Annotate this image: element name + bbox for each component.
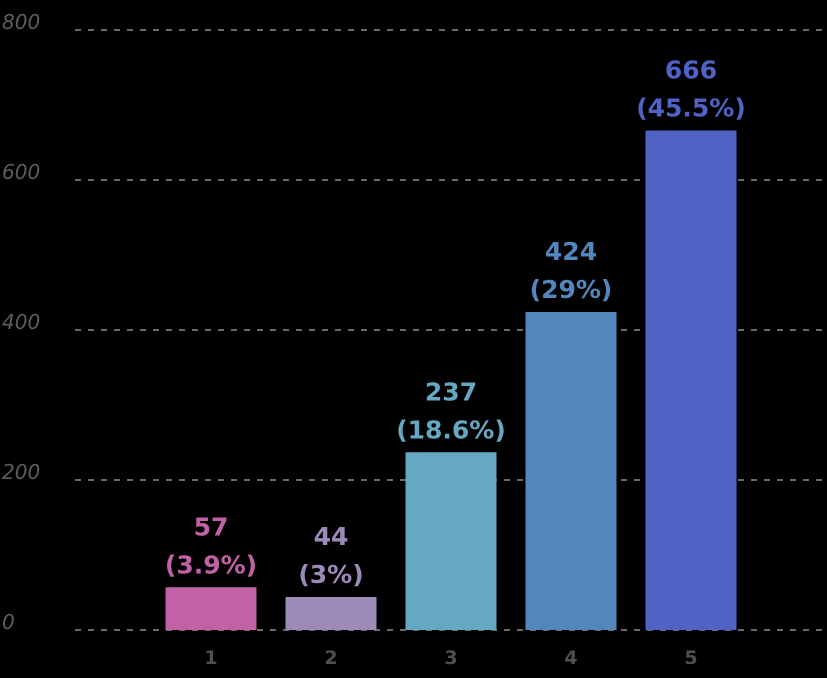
- bar-value-label: 424: [545, 237, 597, 266]
- x-tick-label: 4: [564, 647, 577, 669]
- bar-percent-label: (3.9%): [165, 550, 257, 579]
- x-tick-label: 2: [324, 647, 337, 669]
- bar-value-label: 237: [425, 377, 477, 406]
- y-tick-label: 800: [2, 10, 40, 34]
- bar-percent-label: (29%): [530, 275, 613, 304]
- bar-percent-label: (18.6%): [396, 415, 506, 444]
- bar-value-label: 44: [314, 522, 349, 551]
- bar-2: [285, 597, 377, 630]
- bar-value-label: 57: [194, 512, 229, 541]
- x-axis-ticks: 1 2 3 4 5: [204, 647, 697, 669]
- y-tick-label: 400: [2, 310, 40, 334]
- bar-percent-label: (3%): [298, 560, 363, 589]
- y-tick-label: 0: [2, 610, 15, 634]
- bar-1: [165, 587, 257, 630]
- x-tick-label: 3: [444, 647, 457, 669]
- y-tick-label: 600: [2, 160, 40, 184]
- x-tick-label: 1: [204, 647, 217, 669]
- bar-value-label: 666: [665, 56, 717, 85]
- y-tick-label: 200: [2, 460, 40, 484]
- bar-5: [645, 130, 737, 630]
- bar-percent-label: (45.5%): [636, 94, 746, 123]
- bars: [165, 130, 737, 630]
- x-tick-label: 5: [684, 647, 697, 669]
- bar-3: [405, 452, 497, 630]
- data-labels: (3.9%) 57 (3%) 44 (18.6%) 237 (29%) 424 (45.5%) 6…: [165, 56, 746, 590]
- bar-4: [525, 312, 617, 630]
- y-axis-ticks: 0 200 400 600 800: [2, 10, 40, 634]
